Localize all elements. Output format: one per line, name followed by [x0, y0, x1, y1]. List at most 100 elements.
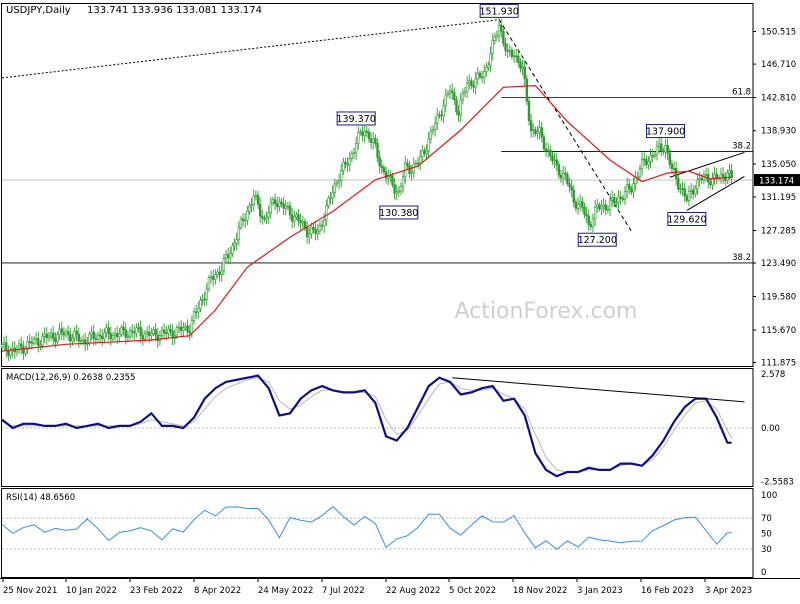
- price-candle-body: [576, 203, 580, 209]
- price-candle-body: [438, 114, 441, 117]
- price-candle-body: [299, 220, 302, 224]
- price-candle-body: [90, 331, 93, 335]
- price-candle-body: [681, 188, 684, 190]
- price-candle-body: [662, 150, 665, 153]
- price-candle-body: [239, 218, 243, 228]
- price-candle-body: [401, 176, 405, 187]
- price-candle-body: [113, 333, 117, 336]
- price-candle-body: [453, 92, 456, 100]
- price-candle-body: [600, 205, 603, 210]
- price-candle-body: [378, 156, 381, 167]
- price-candle-body: [39, 344, 42, 347]
- rsi-tick-label: 100: [761, 491, 777, 501]
- price-candle-body: [359, 131, 362, 134]
- macd-line: [1, 374, 732, 478]
- date-tick-label: 7 Jul 2022: [322, 586, 365, 596]
- date-tick-label: 25 Nov 2021: [3, 586, 57, 596]
- price-candle-body: [141, 335, 145, 340]
- price-candle-body: [2, 342, 6, 346]
- price-candle-body: [214, 274, 217, 280]
- price-candle-body: [546, 149, 550, 152]
- price-candle-body: [440, 114, 443, 117]
- current-price-tag: [754, 174, 800, 187]
- price-candle-body: [380, 165, 383, 168]
- price-candle-body: [54, 338, 57, 343]
- price-candle-body: [555, 159, 558, 165]
- price-candle-body: [201, 298, 204, 301]
- price-candle-body: [263, 217, 266, 220]
- price-candle-body: [271, 199, 275, 204]
- price-candle-body: [124, 329, 127, 338]
- price-candle-body: [502, 31, 505, 44]
- price-candle-body: [316, 230, 319, 234]
- price-candle-body: [468, 80, 471, 84]
- price-candle-body: [668, 152, 671, 165]
- price-candle-body: [425, 150, 428, 154]
- price-trendline: [1, 19, 500, 79]
- price-trendline: [686, 175, 745, 211]
- watermark: ActionForex.com: [455, 299, 638, 324]
- price-trendline: [669, 151, 745, 178]
- price-candle-body: [186, 325, 189, 332]
- annotation-box: [646, 124, 686, 139]
- price-candle-body: [335, 182, 339, 185]
- price-candle-body: [290, 214, 294, 222]
- price-candle-body: [489, 53, 492, 66]
- price-candle-body: [256, 194, 260, 205]
- price-candle-body: [730, 170, 733, 178]
- price-candle-body: [318, 224, 322, 232]
- price-candle-body: [685, 195, 689, 201]
- price-candle-body: [664, 145, 667, 153]
- price-candle-body: [244, 219, 247, 222]
- price-candle-body: [487, 64, 490, 68]
- price-candle-body: [506, 50, 509, 52]
- price-candle-body: [504, 43, 507, 51]
- price-candle-body: [457, 111, 460, 116]
- price-candle-body: [320, 224, 324, 227]
- price-candle-body: [540, 127, 543, 138]
- price-candle-body: [696, 179, 699, 189]
- price-candle-body: [333, 183, 337, 193]
- price-candle-body: [608, 199, 612, 210]
- price-candle-body: [406, 162, 409, 166]
- price-candle-body: [241, 218, 245, 221]
- price-candle-body: [672, 168, 676, 170]
- axes: 150.515 146.710 142.810 138.930 135.050 131.1…: [2, 28, 800, 596]
- price-candle-body: [165, 332, 168, 334]
- price-candle-body: [649, 155, 652, 162]
- price-candle-body: [5, 342, 8, 351]
- price-candle-body: [416, 162, 420, 165]
- price-candle-body: [704, 173, 708, 176]
- price-candle-body: [73, 331, 76, 339]
- price-candle-body: [288, 205, 292, 216]
- price-candle-body: [43, 333, 46, 337]
- price-candle-body: [30, 341, 34, 344]
- price-candle-body: [446, 92, 450, 96]
- price-candle-body: [421, 150, 424, 158]
- price-candle-body: [98, 334, 102, 337]
- price-candle-body: [726, 172, 729, 181]
- price-candle-body: [485, 67, 488, 73]
- price-candle-body: [69, 334, 72, 342]
- annotation-label: 129.620: [667, 214, 706, 225]
- price-candle-body: [700, 178, 703, 181]
- price-candle-body: [66, 331, 70, 335]
- fib-level-label: 38.2: [732, 253, 751, 263]
- price-candle-body: [24, 348, 27, 354]
- date-tick-label: 24 May 2022: [258, 586, 313, 596]
- price-candle-body: [126, 335, 130, 338]
- price-candle-body: [26, 341, 29, 350]
- price-candle-body: [628, 184, 631, 189]
- price-candle-body: [459, 99, 462, 116]
- price-candle-body: [625, 184, 629, 192]
- price-candle-body: [534, 129, 537, 135]
- price-tick-label: 123.490: [761, 259, 796, 269]
- price-candle-body: [79, 340, 83, 342]
- price-candle-body: [619, 196, 622, 199]
- annotation-box: [479, 3, 519, 18]
- price-candle-body: [365, 130, 369, 133]
- price-candle-body: [269, 202, 273, 214]
- annotation-box: [577, 232, 617, 247]
- price-candle-body: [674, 168, 678, 180]
- price-candle-body: [105, 327, 108, 334]
